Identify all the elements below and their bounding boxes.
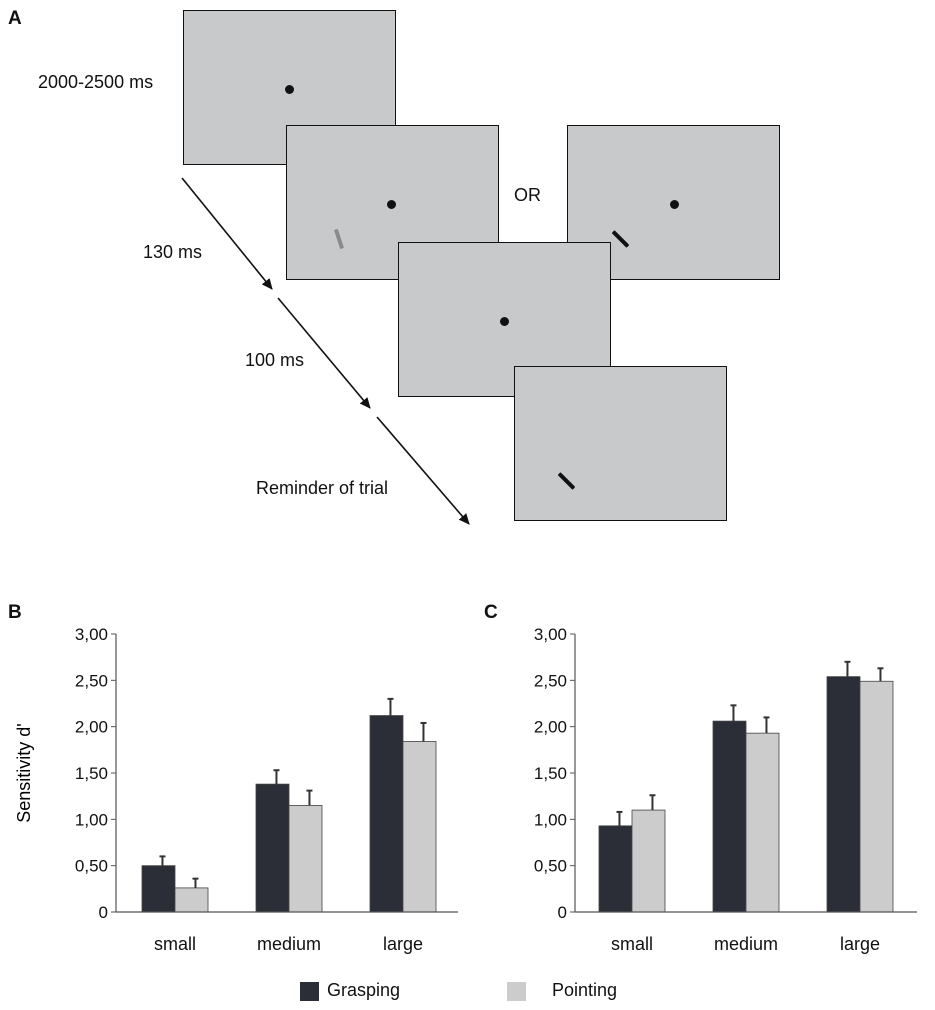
bar-grasping-medium (712, 720, 747, 913)
y-tick-label: 0 (99, 903, 108, 922)
bar-pointing-medium (288, 805, 323, 913)
y-tick-label: 0,50 (534, 857, 567, 876)
reminder-target-line (557, 472, 576, 490)
y-axis-label: Sensitivity d' (14, 723, 34, 822)
y-tick-label: 3,00 (75, 625, 108, 644)
timing-label-fixation: 2000-2500 ms (38, 72, 154, 92)
x-tick-label: small (154, 934, 196, 954)
fixation-dot (285, 85, 294, 94)
timing-label-mask: 100 ms (245, 350, 305, 370)
y-tick-label: 2,00 (534, 718, 567, 737)
bar-grasping-large (369, 715, 404, 913)
panel-letter-c: C (484, 602, 498, 623)
y-tick-label: 1,50 (75, 764, 108, 783)
y-tick-label: 1,00 (534, 810, 567, 829)
bar-grasping-medium (255, 783, 290, 913)
black-target-line (611, 230, 630, 248)
bar-pointing-medium (745, 732, 780, 913)
panel-letter-b: B (8, 602, 22, 623)
x-tick-label: small (611, 934, 653, 954)
legend-label-pointing: Pointing (552, 980, 618, 1000)
bar-pointing-small (174, 887, 209, 913)
fixation-dot (387, 200, 396, 209)
fixation-dot (500, 317, 509, 326)
reminder-screen (514, 366, 727, 521)
y-tick-label: 1,00 (75, 810, 108, 829)
x-tick-label: large (383, 934, 423, 954)
bar-pointing-small (631, 809, 666, 913)
legend-swatch-pointing (507, 982, 526, 1001)
panel-letter-a: A (8, 8, 22, 29)
x-tick-label: medium (257, 934, 321, 954)
chart-b: Sensitivity d' 0 0,50 1,00 1,50 2,00 2,50 3,00 s… (14, 625, 458, 954)
y-tick-label: 0 (558, 903, 567, 922)
y-tick-label: 2,00 (75, 718, 108, 737)
or-label: OR (514, 185, 541, 205)
bar-grasping-large (826, 676, 861, 913)
fixation-dot (670, 200, 679, 209)
y-tick-label: 3,00 (534, 625, 567, 644)
legend-swatch-grasping (300, 982, 319, 1001)
timing-label-reminder: Reminder of trial (256, 478, 389, 498)
x-tick-label: large (840, 934, 880, 954)
bar-grasping-small (598, 825, 633, 913)
legend-label-grasping: Grasping (327, 980, 401, 1000)
gray-target-line (334, 228, 344, 250)
y-tick-label: 1,50 (534, 764, 567, 783)
timing-label-stimulus: 130 ms (143, 242, 203, 262)
timeline-arrow (181, 177, 470, 525)
x-tick-label: medium (714, 934, 778, 954)
y-tick-label: 2,50 (534, 671, 567, 690)
bar-grasping-small (141, 865, 176, 913)
bar-pointing-large (859, 680, 894, 913)
bar-pointing-large (402, 741, 437, 913)
y-tick-label: 2,50 (75, 671, 108, 690)
chart-c: 0 0,50 1,00 1,50 2,00 2,50 3,00 small medium larg… (534, 625, 917, 954)
y-tick-label: 0,50 (75, 857, 108, 876)
